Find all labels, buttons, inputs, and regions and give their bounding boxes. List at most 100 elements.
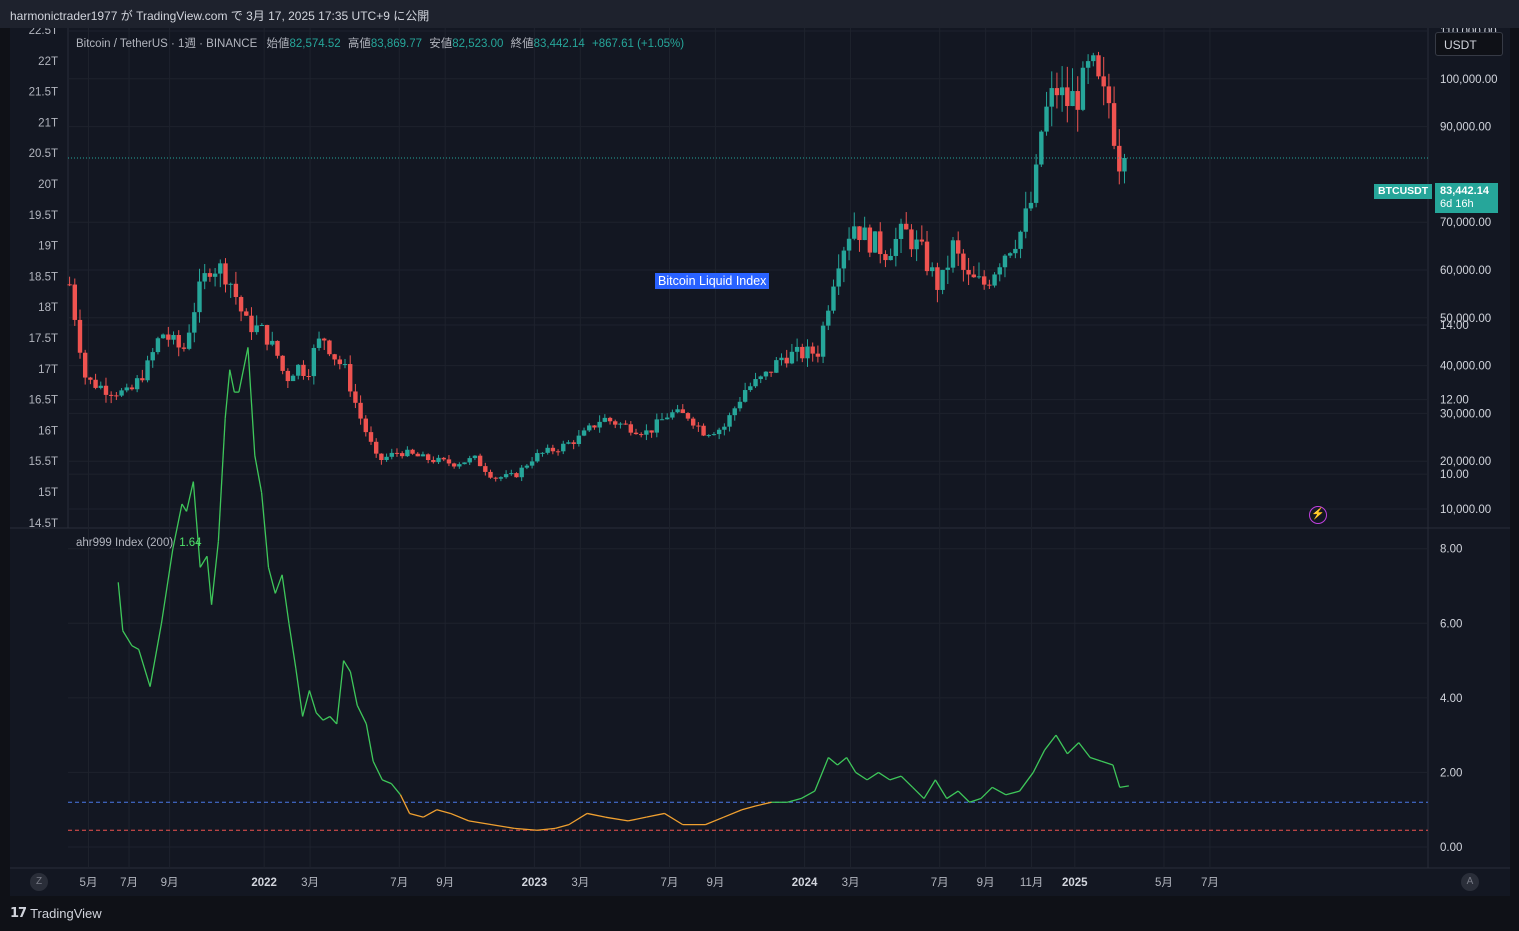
candle-body bbox=[259, 325, 265, 327]
candle-body bbox=[831, 286, 836, 311]
indicator-segment bbox=[1032, 749, 1046, 773]
indicator-segment bbox=[814, 757, 829, 792]
chart-canvas[interactable]: 5月 7月 9月 2022 3月 7月 9月 2023 3月 7月 9月 2024 3月 7月 9月 11月 2… bbox=[10, 28, 1510, 896]
indicator-segment bbox=[1066, 742, 1080, 755]
indicator-name: ahr999 Index (200) bbox=[76, 537, 174, 549]
candle-body bbox=[384, 456, 389, 461]
indicator-segment bbox=[837, 757, 848, 766]
indicator-segment bbox=[349, 671, 358, 706]
candle-body bbox=[394, 452, 400, 454]
candle-body bbox=[477, 455, 483, 467]
candle-body bbox=[768, 371, 774, 373]
candle-body bbox=[1117, 145, 1122, 172]
indicator-segment bbox=[301, 690, 311, 717]
candle-body bbox=[571, 442, 576, 444]
indicator-segment bbox=[1112, 764, 1121, 788]
indicator-segment bbox=[390, 783, 401, 796]
candle-body bbox=[550, 447, 556, 452]
candle-body bbox=[472, 455, 478, 459]
indicator-segment bbox=[450, 812, 470, 822]
candle-body bbox=[841, 250, 847, 269]
indicator-segment bbox=[627, 816, 647, 822]
open-value: 82,574.52 bbox=[289, 38, 341, 50]
candle-body bbox=[675, 409, 680, 413]
candle-body bbox=[935, 267, 940, 290]
candle-body bbox=[425, 454, 431, 461]
candle-body bbox=[108, 394, 114, 396]
indicator-segment bbox=[957, 790, 970, 803]
chart-frame[interactable]: 5月 7月 9月 2022 3月 7月 9月 2023 3月 7月 9月 2024 3月 7月 9月 11月 2… bbox=[10, 28, 1510, 896]
indicator-segment bbox=[260, 492, 270, 568]
candle-body bbox=[820, 325, 826, 357]
x-tick-label: 9月 bbox=[706, 877, 724, 889]
candle-body bbox=[420, 454, 426, 457]
indicator-segment bbox=[336, 660, 345, 725]
indicator-tick-label: 0.00 bbox=[1440, 842, 1462, 854]
candle-body bbox=[171, 335, 176, 340]
candle-body bbox=[129, 387, 135, 390]
candle-body bbox=[1023, 208, 1028, 232]
flash-icon[interactable]: ⚡ bbox=[1309, 506, 1327, 524]
indicator-segment bbox=[705, 816, 724, 826]
indicator-segment bbox=[491, 823, 515, 829]
candle-body bbox=[166, 334, 171, 340]
candle-body bbox=[93, 379, 98, 388]
candle-body bbox=[524, 465, 530, 468]
candle-body bbox=[581, 430, 587, 436]
candle-body bbox=[639, 434, 644, 436]
bitcoin-liquid-index-label[interactable]: Bitcoin Liquid Index bbox=[655, 273, 770, 289]
candle-body bbox=[867, 227, 873, 253]
change-value: +867.61 (+1.05%) bbox=[592, 38, 685, 50]
candle-body bbox=[238, 297, 244, 312]
indicator-segment bbox=[229, 369, 235, 393]
candle-body bbox=[82, 352, 88, 378]
x-tick-label: 3月 bbox=[842, 877, 860, 889]
indicator-segment bbox=[206, 556, 213, 605]
indicator-segment bbox=[991, 786, 1007, 796]
x-tick-label: 9月 bbox=[436, 877, 454, 889]
candle-body bbox=[1106, 86, 1112, 104]
auto-scale-button[interactable]: A bbox=[1461, 873, 1479, 891]
candle-body bbox=[576, 435, 582, 444]
indicator-segment bbox=[889, 775, 902, 781]
candle-body bbox=[805, 346, 810, 359]
candle-body bbox=[228, 283, 233, 285]
candle-body bbox=[498, 477, 504, 479]
candle-body bbox=[919, 239, 925, 242]
candle-body bbox=[363, 418, 368, 433]
zoom-reset-button[interactable]: Z bbox=[30, 873, 48, 891]
candle-body bbox=[519, 467, 524, 478]
last-price-tag: 83,442.14 6d 16h bbox=[1435, 183, 1498, 213]
candle-body bbox=[633, 432, 639, 435]
left-tick-label: 17.5T bbox=[29, 333, 58, 345]
currency-button[interactable]: USDT bbox=[1435, 32, 1503, 56]
candle-body bbox=[348, 364, 353, 392]
candle-body bbox=[961, 253, 966, 270]
indicator-tick-label: 14.00 bbox=[1440, 320, 1469, 332]
candle-body bbox=[1101, 76, 1106, 87]
indicator-segment bbox=[827, 757, 838, 766]
candle-body bbox=[462, 462, 467, 465]
left-tick-label: 21.5T bbox=[29, 87, 58, 99]
candle-body bbox=[664, 417, 670, 420]
candle-body bbox=[727, 415, 732, 427]
x-tick-label: 9月 bbox=[161, 877, 179, 889]
candle-body bbox=[77, 319, 83, 353]
x-tick-label: 7月 bbox=[661, 877, 679, 889]
candle-body bbox=[753, 379, 758, 387]
indicator-segment bbox=[568, 812, 588, 826]
x-tick-label: 5月 bbox=[1155, 877, 1173, 889]
main-legend: Bitcoin / TetherUS · 1週 · BINANCE 始値82,5… bbox=[76, 35, 684, 51]
indicator-segment bbox=[800, 790, 816, 800]
candle-body bbox=[327, 340, 332, 355]
tradingview-brand[interactable]: 17 TradingView bbox=[10, 906, 102, 921]
candle-body bbox=[940, 269, 945, 290]
candle-body bbox=[587, 425, 592, 431]
candle-body bbox=[597, 421, 602, 428]
indicator-tick-label: 10.00 bbox=[1440, 469, 1469, 481]
candle-body bbox=[810, 346, 815, 354]
candle-body bbox=[358, 402, 363, 419]
indicator-segment bbox=[238, 347, 249, 393]
indicator-value: 1.64 bbox=[179, 537, 202, 549]
candle-body bbox=[774, 360, 779, 373]
